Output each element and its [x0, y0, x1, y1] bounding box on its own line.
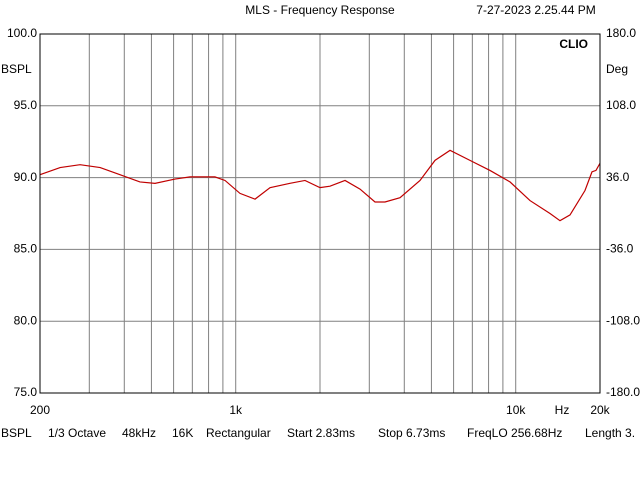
footer-item: BSPL — [1, 426, 32, 440]
footer-item: Start 2.83ms — [287, 426, 355, 440]
footer-item: Rectangular — [206, 426, 271, 440]
y2-tick-label: 108.0 — [606, 98, 636, 112]
y-tick-label: 80.0 — [14, 313, 38, 327]
grid — [39, 33, 601, 394]
footer-item: 48kHz — [122, 426, 156, 440]
y2-axis-label: Deg — [606, 62, 628, 76]
y2-tick-label: 180.0 — [606, 26, 636, 40]
y-tick-label: 90.0 — [14, 170, 38, 184]
y2-tick-label: -180.0 — [606, 385, 640, 399]
y-axis-label: BSPL — [1, 62, 32, 76]
y-tick-label: 75.0 — [14, 385, 38, 399]
plot — [39, 149, 601, 222]
footer-item: 16K — [172, 426, 193, 440]
x-unit-label: Hz — [555, 403, 570, 417]
y-tick-label: 100.0 — [7, 26, 37, 40]
y-tick-label: 85.0 — [14, 242, 38, 256]
footer-item: FreqLO 256.68Hz — [467, 426, 562, 440]
y2-tick-label: -36.0 — [606, 242, 634, 256]
plot-frame — [39, 33, 601, 394]
y2-tick-label: 36.0 — [606, 170, 630, 184]
x-tick-label: 20k — [590, 403, 610, 417]
footer-item: 1/3 Octave — [48, 426, 106, 440]
footer-item: Length 3. — [585, 426, 635, 440]
brand: CLIO — [559, 37, 588, 51]
y2-tick-label: -108.0 — [606, 313, 640, 327]
timestamp: 7-27-2023 2.25.44 PM — [476, 3, 595, 17]
x-tick-label: 200 — [30, 403, 50, 417]
x-tick-label: 1k — [229, 403, 243, 417]
footer-item: Stop 6.73ms — [378, 426, 445, 440]
data-line — [39, 149, 601, 222]
x-tick-label: 10k — [506, 403, 526, 417]
chart-title: MLS - Frequency Response — [245, 3, 395, 17]
y-tick-label: 95.0 — [14, 98, 38, 112]
